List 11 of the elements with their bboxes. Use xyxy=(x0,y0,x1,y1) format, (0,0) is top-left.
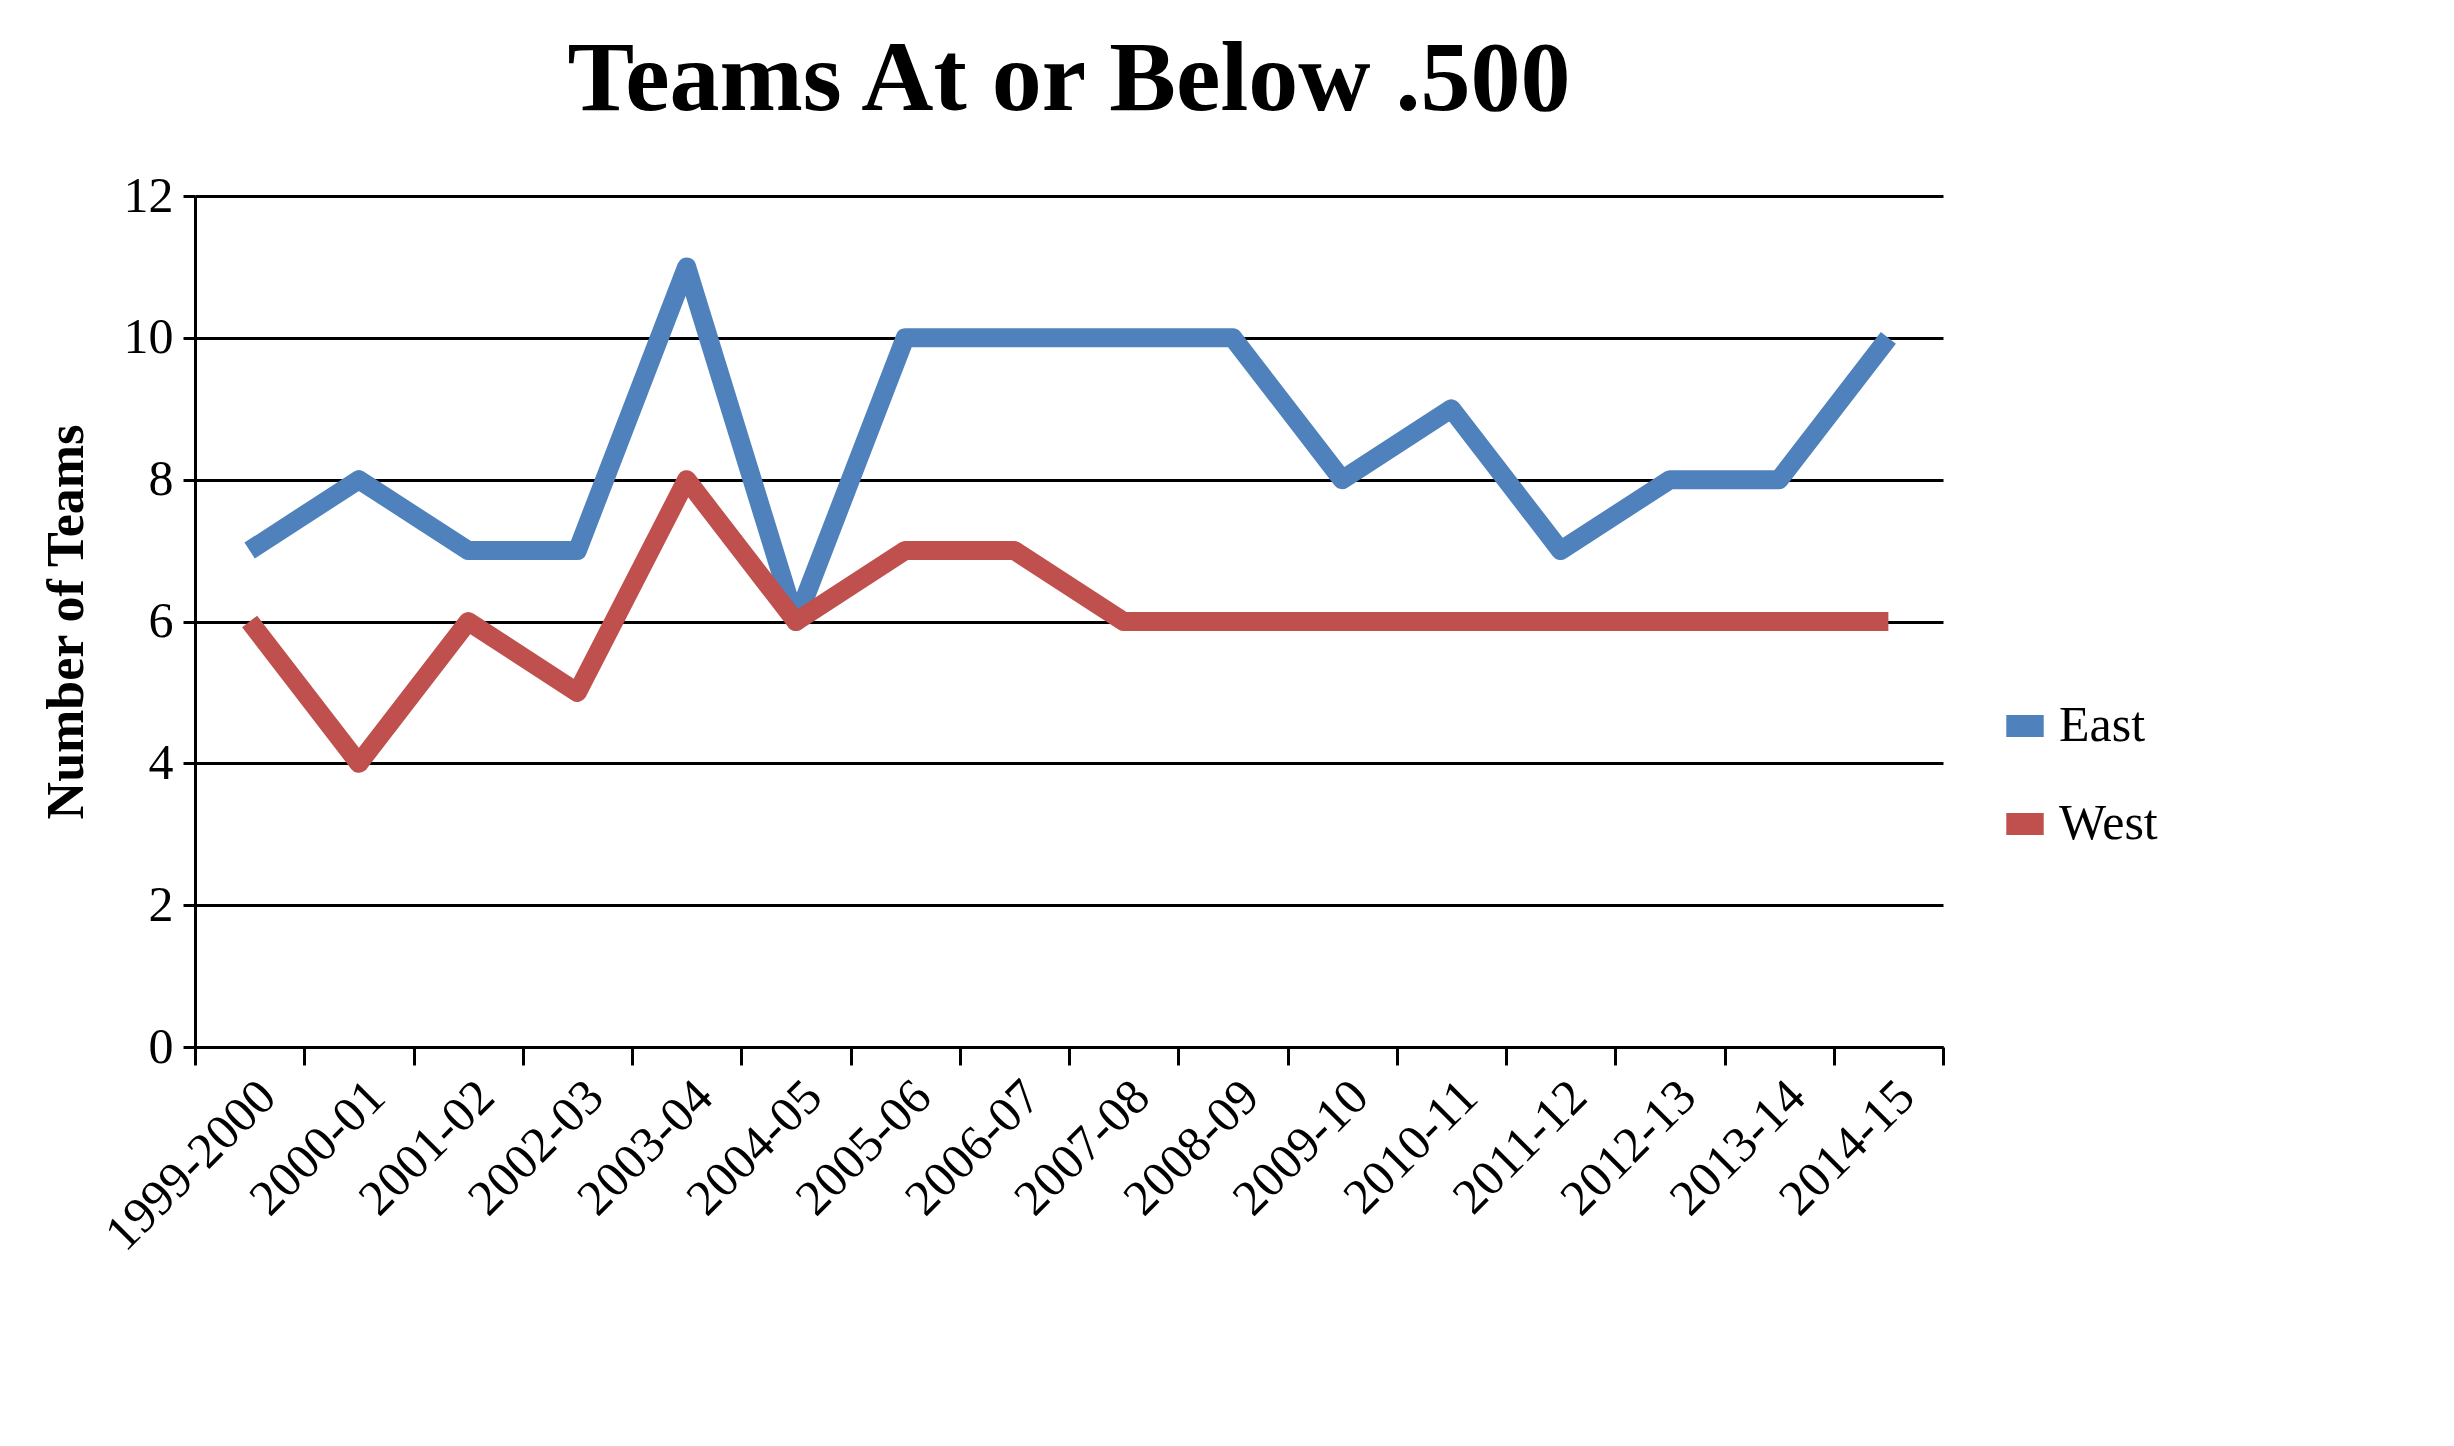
y-tick-label: 0 xyxy=(148,1017,174,1074)
legend-label: East xyxy=(2059,696,2146,752)
y-tick-label: 6 xyxy=(148,592,174,648)
y-tick-label: 12 xyxy=(123,166,174,223)
legend-label: West xyxy=(2059,794,2158,850)
y-tick-label: 4 xyxy=(148,733,174,790)
y-tick-label: 2 xyxy=(148,875,174,932)
y-tick-label: 8 xyxy=(148,450,174,507)
y-tick-label: 10 xyxy=(123,308,174,365)
chart-title: Teams At or Below .500 xyxy=(567,21,1571,132)
y-axis-title: Number of Teams xyxy=(36,424,94,820)
